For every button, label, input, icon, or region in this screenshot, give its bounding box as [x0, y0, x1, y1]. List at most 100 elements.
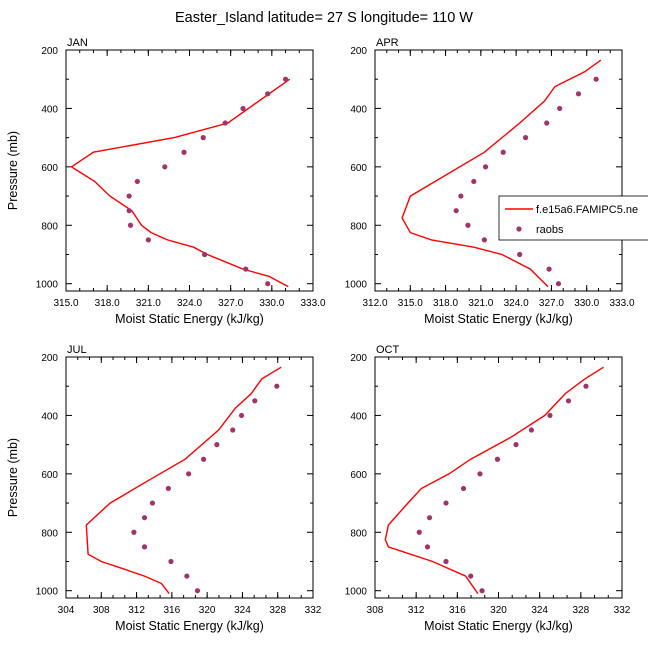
x-tick-label: 318.0 — [433, 298, 458, 309]
x-tick-label: 308 — [93, 605, 110, 616]
x-tick-label: 324 — [234, 605, 251, 616]
x-axis-label: Moist Static Energy (kJ/kg) — [424, 619, 573, 633]
x-tick-label: 324 — [531, 605, 548, 616]
panel-label: JUL — [67, 344, 87, 356]
obs-point — [443, 558, 449, 565]
obs-point — [168, 558, 174, 565]
model-series-line — [384, 366, 604, 595]
y-tick-label: 1000 — [36, 280, 59, 291]
y-tick-label: 800 — [350, 221, 367, 232]
obs-point — [222, 120, 228, 126]
plot-frame — [374, 356, 623, 599]
y-tick-label: 200 — [350, 46, 367, 57]
y-tick-label: 800 — [41, 221, 58, 232]
obs-point — [149, 500, 156, 506]
obs-point — [555, 281, 562, 287]
y-axis-label: Pressure (mb) — [6, 438, 20, 517]
obs-point — [575, 91, 582, 97]
legend-model-label: f.e15a6.FAMIPC5.ne — [536, 204, 638, 216]
obs-point — [141, 515, 148, 521]
legend-box — [498, 195, 648, 241]
y-tick-label: 1000 — [345, 587, 368, 598]
y-tick-label: 1000 — [36, 587, 59, 598]
y-tick-label: 400 — [41, 411, 58, 422]
obs-point — [181, 149, 187, 155]
obs-point — [230, 427, 236, 433]
x-tick-label: 312 — [128, 605, 145, 616]
y-tick-label: 400 — [350, 411, 367, 422]
obs-point — [471, 178, 477, 185]
obs-point — [282, 76, 289, 82]
x-tick-label: 312.0 — [362, 298, 387, 309]
panel-apr: APR 312.0 315.0 318.0 321.0 324.0 327.0 330.0 33… — [345, 37, 635, 326]
panel-label: APR — [376, 37, 399, 49]
obs-point — [238, 412, 245, 419]
x-tick-label: 328 — [269, 605, 286, 616]
legend-obs-label: raobs — [536, 224, 564, 236]
x-tick-label: 327.0 — [218, 298, 243, 309]
obs-point — [265, 91, 271, 97]
obs-point — [265, 281, 271, 287]
x-tick-label: 315.0 — [398, 298, 423, 309]
x-tick-label: 308 — [367, 605, 384, 616]
obs-point — [583, 383, 589, 389]
x-tick-label: 312 — [408, 605, 425, 616]
x-axis-label: Moist Static Energy (kJ/kg) — [115, 619, 264, 633]
obs-point — [131, 529, 137, 535]
obs-point — [443, 500, 449, 506]
obs-point — [134, 178, 140, 185]
x-tick-label: 320 — [490, 605, 507, 616]
obs-point — [494, 456, 501, 462]
obs-point — [477, 471, 483, 477]
obs-point — [162, 164, 168, 170]
panel-label: JAN — [67, 37, 88, 49]
obs-point — [200, 135, 206, 141]
obs-point — [165, 485, 171, 492]
panel-jul: JUL 304 308 312 316 320 324 328 332 200 400 600 800 1… — [6, 344, 322, 633]
model-series-line — [70, 78, 291, 288]
obs-point — [194, 588, 201, 594]
obs-point — [274, 383, 280, 389]
x-tick-label: 330.0 — [259, 298, 284, 309]
obs-point — [141, 544, 148, 550]
obs-point — [424, 544, 431, 550]
obs-point — [513, 442, 519, 448]
obs-point — [240, 105, 246, 112]
obs-point — [479, 588, 485, 594]
x-tick-label: 324.0 — [177, 298, 202, 309]
x-tick-label: 304 — [58, 605, 75, 616]
obs-point — [243, 266, 249, 272]
obs-point — [460, 485, 467, 492]
obs-point — [482, 164, 489, 170]
obs-point — [522, 135, 529, 141]
obs-point — [416, 529, 422, 535]
x-axis-label: Moist Static Energy (kJ/kg) — [424, 312, 573, 326]
obs-point — [252, 398, 258, 404]
y-tick-label: 600 — [350, 163, 367, 174]
plot-frame — [65, 356, 314, 599]
y-tick-label: 200 — [350, 353, 367, 364]
y-tick-label: 600 — [41, 163, 58, 174]
obs-point — [201, 251, 208, 258]
x-tick-label: 321.0 — [468, 298, 493, 309]
x-tick-label: 316 — [449, 605, 466, 616]
obs-point — [468, 573, 474, 579]
obs-point — [565, 398, 572, 404]
y-tick-label: 600 — [41, 470, 58, 481]
panel-label: OCT — [376, 344, 400, 356]
obs-point — [465, 222, 471, 228]
x-tick-label: 318.0 — [95, 298, 120, 309]
y-tick-label: 400 — [41, 104, 58, 115]
obs-point — [528, 427, 535, 433]
obs-point — [184, 573, 190, 579]
figure-title: Easter_Island latitude= 27 S longitude= … — [175, 10, 473, 26]
obs-point — [546, 266, 552, 272]
y-tick-label: 800 — [41, 528, 58, 539]
obs-point — [458, 193, 464, 199]
obs-point — [593, 76, 599, 82]
obs-point — [126, 193, 132, 199]
obs-point — [426, 515, 433, 521]
x-axis-label: Moist Static Energy (kJ/kg) — [115, 312, 264, 326]
